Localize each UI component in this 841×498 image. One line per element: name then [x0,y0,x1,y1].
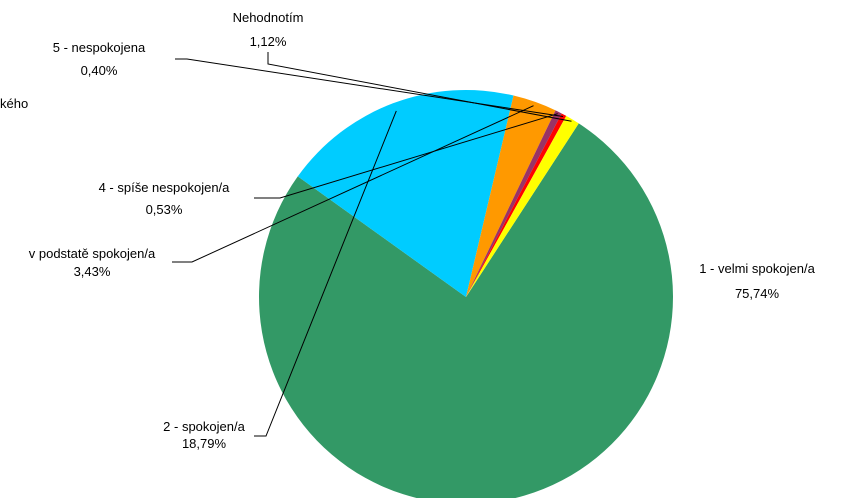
slice-value-label: 75,74% [735,286,780,301]
pie-slice-5-nespokojena [466,113,567,297]
partial-label: kého [0,96,28,111]
pie-slice-4-spise-nespokojen-a [466,110,562,297]
slice-name-label: 1 - velmi spokojen/a [699,261,815,276]
leader-line-v-podstate-spokojen-a [172,105,534,263]
leader-line-5-nespokojena [175,58,564,117]
slice-value-label: 0,40% [81,63,118,78]
leader-line-nehodnotim [267,52,572,122]
slice-value-label: 3,43% [74,264,111,279]
pie-slices [259,89,673,498]
leader-line-4-spise-nespokojen-a [254,113,558,199]
slice-value-label: 18,79% [182,436,227,451]
slice-name-label: 2 - spokojen/a [163,419,245,434]
leader-lines [172,52,572,437]
pie-slice-v-podstate-spokojen-a [466,95,556,297]
slice-value-label: 0,53% [146,202,183,217]
pie-slice-1-velmi-spokojen-a [259,123,673,498]
pie-slice-2-spokojen-a [297,89,514,298]
slice-name-label: Nehodnotím [233,10,304,25]
leader-line-2-spokojen-a [254,110,397,437]
slice-name-label: v podstatě spokojen/a [29,246,156,261]
slice-name-label: 4 - spíše nespokojen/a [99,180,231,195]
slice-labels: 1 - velmi spokojen/a 75,74% 2 - spokojen/a… [29,10,816,451]
slice-name-label: 5 - nespokojena [53,40,146,55]
slice-value-label: 1,12% [250,34,287,49]
pie-slice-nehodnotim [466,115,579,298]
